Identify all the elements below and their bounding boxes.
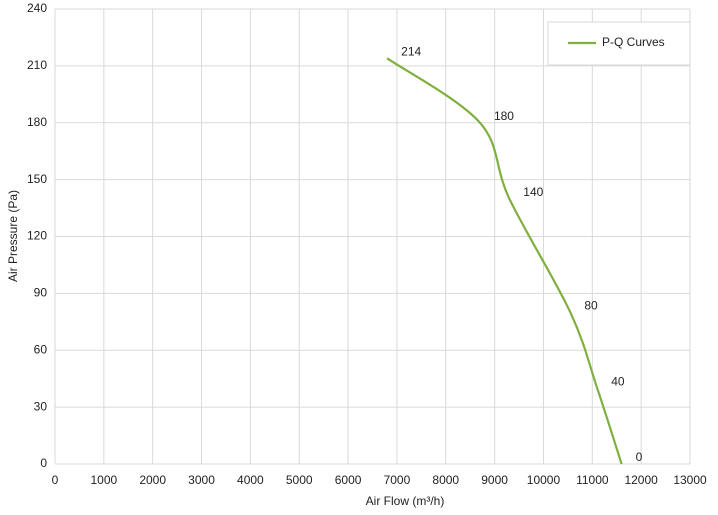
data-label: 40 xyxy=(611,374,625,388)
x-tick-label: 6000 xyxy=(335,473,362,487)
x-tick-label: 9000 xyxy=(481,473,508,487)
x-tick-label: 1000 xyxy=(90,473,117,487)
x-tick-label: 3000 xyxy=(188,473,215,487)
data-label: 80 xyxy=(584,299,598,313)
x-axis-title: Air Flow (m³/h) xyxy=(366,494,445,508)
y-tick-label: 120 xyxy=(27,229,47,243)
data-label: 0 xyxy=(636,450,643,464)
y-tick-label: 60 xyxy=(34,342,48,356)
y-tick-label: 0 xyxy=(40,456,47,470)
pq-curve xyxy=(386,57,623,465)
x-tick-label: 10000 xyxy=(527,473,561,487)
y-tick-label: 150 xyxy=(27,172,47,186)
y-tick-label: 90 xyxy=(34,286,48,300)
data-label: 214 xyxy=(401,44,421,58)
legend-label: P-Q Curves xyxy=(602,35,665,49)
x-tick-label: 2000 xyxy=(139,473,166,487)
x-tick-label: 7000 xyxy=(384,473,411,487)
y-axis-title: Air Pressure (Pa) xyxy=(6,190,20,282)
x-tick-label: 5000 xyxy=(286,473,313,487)
x-tick-label: 4000 xyxy=(237,473,264,487)
x-tick-label: 12000 xyxy=(624,473,658,487)
y-tick-label: 210 xyxy=(27,58,47,72)
y-tick-label: 30 xyxy=(34,399,48,413)
data-label: 140 xyxy=(523,185,543,199)
y-tick-label: 240 xyxy=(27,1,47,15)
data-label: 180 xyxy=(494,109,514,123)
x-tick-label: 11000 xyxy=(576,473,609,487)
x-tick-label: 13000 xyxy=(673,473,707,487)
y-tick-label: 180 xyxy=(27,115,47,129)
x-tick-label: 0 xyxy=(52,473,59,487)
x-tick-label: 8000 xyxy=(432,473,459,487)
